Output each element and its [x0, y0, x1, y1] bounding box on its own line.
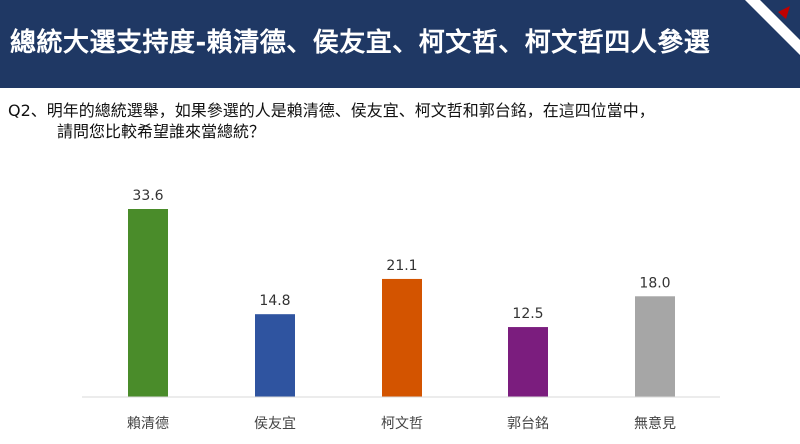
category-label-1: 賴清德	[127, 416, 169, 432]
survey-question: Q2、明年的總統選舉，如果參選的人是賴清德、侯友宜、柯文哲和郭台銘，在這四位當中…	[8, 100, 798, 142]
bar-2	[255, 314, 295, 397]
header-banner: 總統大選支持度-賴清德、侯友宜、柯文哲、柯文哲四人參選	[0, 0, 800, 88]
question-line-2: 請問您比較希望誰來當總統？	[57, 122, 266, 141]
page-title: 總統大選支持度-賴清德、侯友宜、柯文哲、柯文哲四人參選	[10, 28, 711, 58]
banner-stripe	[745, 0, 800, 55]
data-label-3: 21.1	[386, 258, 417, 274]
data-label-1: 33.6	[132, 188, 163, 204]
bar-4	[508, 327, 548, 397]
category-label-5: 無意見	[634, 415, 676, 432]
banner-background	[0, 0, 800, 88]
data-label-4: 12.5	[512, 306, 543, 322]
banner-fill	[0, 0, 800, 88]
bar-chart: 33.6 賴清德 14.8 侯友宜 21.1 柯文哲 12.5 郭台銘 18.0 無意見	[82, 188, 720, 432]
data-label-5: 18.0	[639, 275, 670, 291]
category-label-2: 侯友宜	[254, 416, 296, 432]
bar-group: 33.6 賴清德 14.8 侯友宜 21.1 柯文哲 12.5 郭台銘 18.0 無意見	[127, 188, 676, 432]
banner-accent-mark	[778, 6, 790, 19]
category-label-4: 郭台銘	[507, 415, 549, 432]
question-line-1: Q2、明年的總統選舉，如果參選的人是賴清德、侯友宜、柯文哲和郭台銘，在這四位當中…	[8, 101, 655, 120]
data-label-2: 14.8	[259, 293, 290, 309]
bar-5	[635, 296, 675, 397]
bar-3	[382, 278, 422, 397]
bar-1	[128, 209, 168, 397]
category-label-3: 柯文哲	[381, 416, 423, 432]
